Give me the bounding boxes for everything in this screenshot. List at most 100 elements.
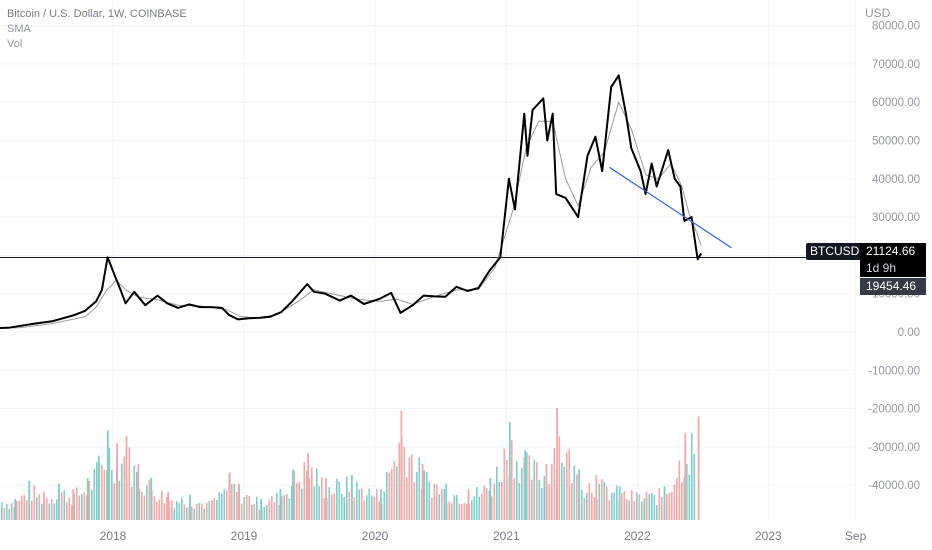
volume-bar bbox=[288, 498, 291, 520]
volume-bar bbox=[46, 497, 48, 520]
volume-bar bbox=[48, 503, 51, 520]
volume-bar bbox=[311, 467, 313, 520]
x-tick-label: 2019 bbox=[231, 529, 258, 543]
volume-bar bbox=[556, 408, 558, 520]
volume-series bbox=[1, 408, 700, 520]
trend-line[interactable] bbox=[609, 166, 732, 249]
volume-bar bbox=[72, 489, 75, 520]
volume-bar bbox=[489, 478, 492, 520]
vol-indicator-label[interactable]: Vol bbox=[7, 38, 23, 50]
volume-bar bbox=[651, 493, 653, 520]
volume-bar bbox=[366, 495, 368, 520]
volume-bar bbox=[221, 493, 223, 520]
volume-bar bbox=[156, 501, 158, 520]
volume-bar bbox=[153, 496, 156, 520]
volume-bar bbox=[581, 489, 583, 520]
volume-bar bbox=[661, 496, 663, 520]
x-tick-label: Sep bbox=[845, 529, 867, 543]
volume-bar bbox=[56, 499, 58, 520]
volume-bar bbox=[518, 483, 521, 520]
volume-bar bbox=[403, 446, 406, 520]
volume-bar bbox=[196, 503, 198, 520]
volume-bar bbox=[586, 492, 588, 520]
y-tick-label: 50000.00 bbox=[872, 136, 920, 148]
volume-bar bbox=[106, 470, 108, 520]
volume-bar bbox=[351, 475, 353, 520]
volume-bar bbox=[325, 478, 327, 520]
currency-label[interactable]: USD bbox=[865, 6, 891, 20]
volume-bar bbox=[251, 504, 253, 520]
y-tick-label: 70000.00 bbox=[872, 59, 920, 71]
volume-bar bbox=[248, 496, 251, 520]
volume-bar bbox=[361, 488, 363, 520]
volume-bar bbox=[66, 502, 68, 520]
volume-bar bbox=[631, 489, 633, 520]
volume-bar bbox=[308, 478, 311, 520]
volume-bar bbox=[150, 478, 153, 520]
volume-bar bbox=[226, 490, 228, 520]
volume-bar bbox=[563, 466, 566, 520]
volume-bar bbox=[533, 459, 536, 520]
volume-bar bbox=[171, 500, 173, 520]
volume-bar bbox=[283, 495, 286, 520]
volume-bar bbox=[473, 496, 476, 520]
volume-bar bbox=[678, 460, 681, 520]
volume-bar bbox=[608, 499, 611, 520]
volume-bar bbox=[456, 495, 458, 520]
volume-bar bbox=[116, 443, 118, 520]
volume-bar bbox=[658, 488, 661, 520]
x-axis[interactable]: 2018 2019 2020 2021 2022 2023 Sep bbox=[100, 529, 867, 543]
volume-bar bbox=[348, 491, 351, 520]
y-tick-label: -30000.00 bbox=[868, 442, 920, 454]
volume-bar bbox=[331, 494, 333, 520]
volume-bar bbox=[333, 493, 336, 520]
volume-bar bbox=[641, 501, 643, 520]
volume-bar bbox=[396, 466, 398, 520]
symbol-title[interactable]: Bitcoin / U.S. Dollar, 1W, COINBASE bbox=[7, 8, 187, 20]
volume-bar bbox=[231, 483, 233, 520]
volume-bar bbox=[400, 410, 403, 520]
volume-bar bbox=[141, 491, 143, 520]
volume-bar bbox=[271, 496, 273, 520]
volume-bar bbox=[671, 492, 673, 520]
sma-indicator-label[interactable]: SMA bbox=[7, 23, 31, 35]
volume-bar bbox=[503, 448, 506, 520]
volume-bar bbox=[203, 508, 206, 520]
volume-bar bbox=[451, 503, 453, 520]
volume-bar bbox=[306, 470, 308, 520]
volume-bar bbox=[14, 499, 17, 520]
volume-bar bbox=[313, 486, 316, 520]
volume-bar bbox=[353, 497, 356, 520]
volume-bar bbox=[33, 485, 36, 520]
volume-bar bbox=[83, 492, 86, 520]
volume-bar bbox=[511, 440, 513, 520]
volume-bar bbox=[421, 464, 424, 520]
volume-bar bbox=[338, 481, 341, 520]
volume-bar bbox=[3, 507, 6, 520]
price-line bbox=[0, 74, 703, 329]
volume-bar bbox=[266, 505, 268, 520]
volume-bar bbox=[206, 503, 208, 520]
volume-bar bbox=[6, 503, 8, 520]
volume-bar bbox=[376, 489, 378, 520]
volume-bar bbox=[51, 499, 53, 520]
volume-bar bbox=[281, 496, 283, 520]
volume-bar bbox=[201, 503, 203, 520]
volume-bar bbox=[189, 494, 191, 520]
volume-bar bbox=[578, 469, 580, 520]
volume-bar bbox=[633, 501, 636, 520]
volume-bar bbox=[568, 449, 571, 520]
volume-bar bbox=[583, 497, 586, 520]
volume-bar bbox=[611, 492, 613, 520]
volume-bar bbox=[368, 488, 371, 520]
volume-bar bbox=[501, 481, 503, 520]
volume-bar bbox=[636, 492, 638, 520]
volume-bar bbox=[684, 433, 687, 520]
volume-bar bbox=[373, 496, 376, 520]
volume-bar bbox=[176, 501, 178, 520]
volume-bar bbox=[648, 494, 651, 520]
volume-bar bbox=[548, 484, 551, 520]
volume-bar bbox=[36, 497, 38, 520]
volume-bar bbox=[488, 490, 491, 520]
